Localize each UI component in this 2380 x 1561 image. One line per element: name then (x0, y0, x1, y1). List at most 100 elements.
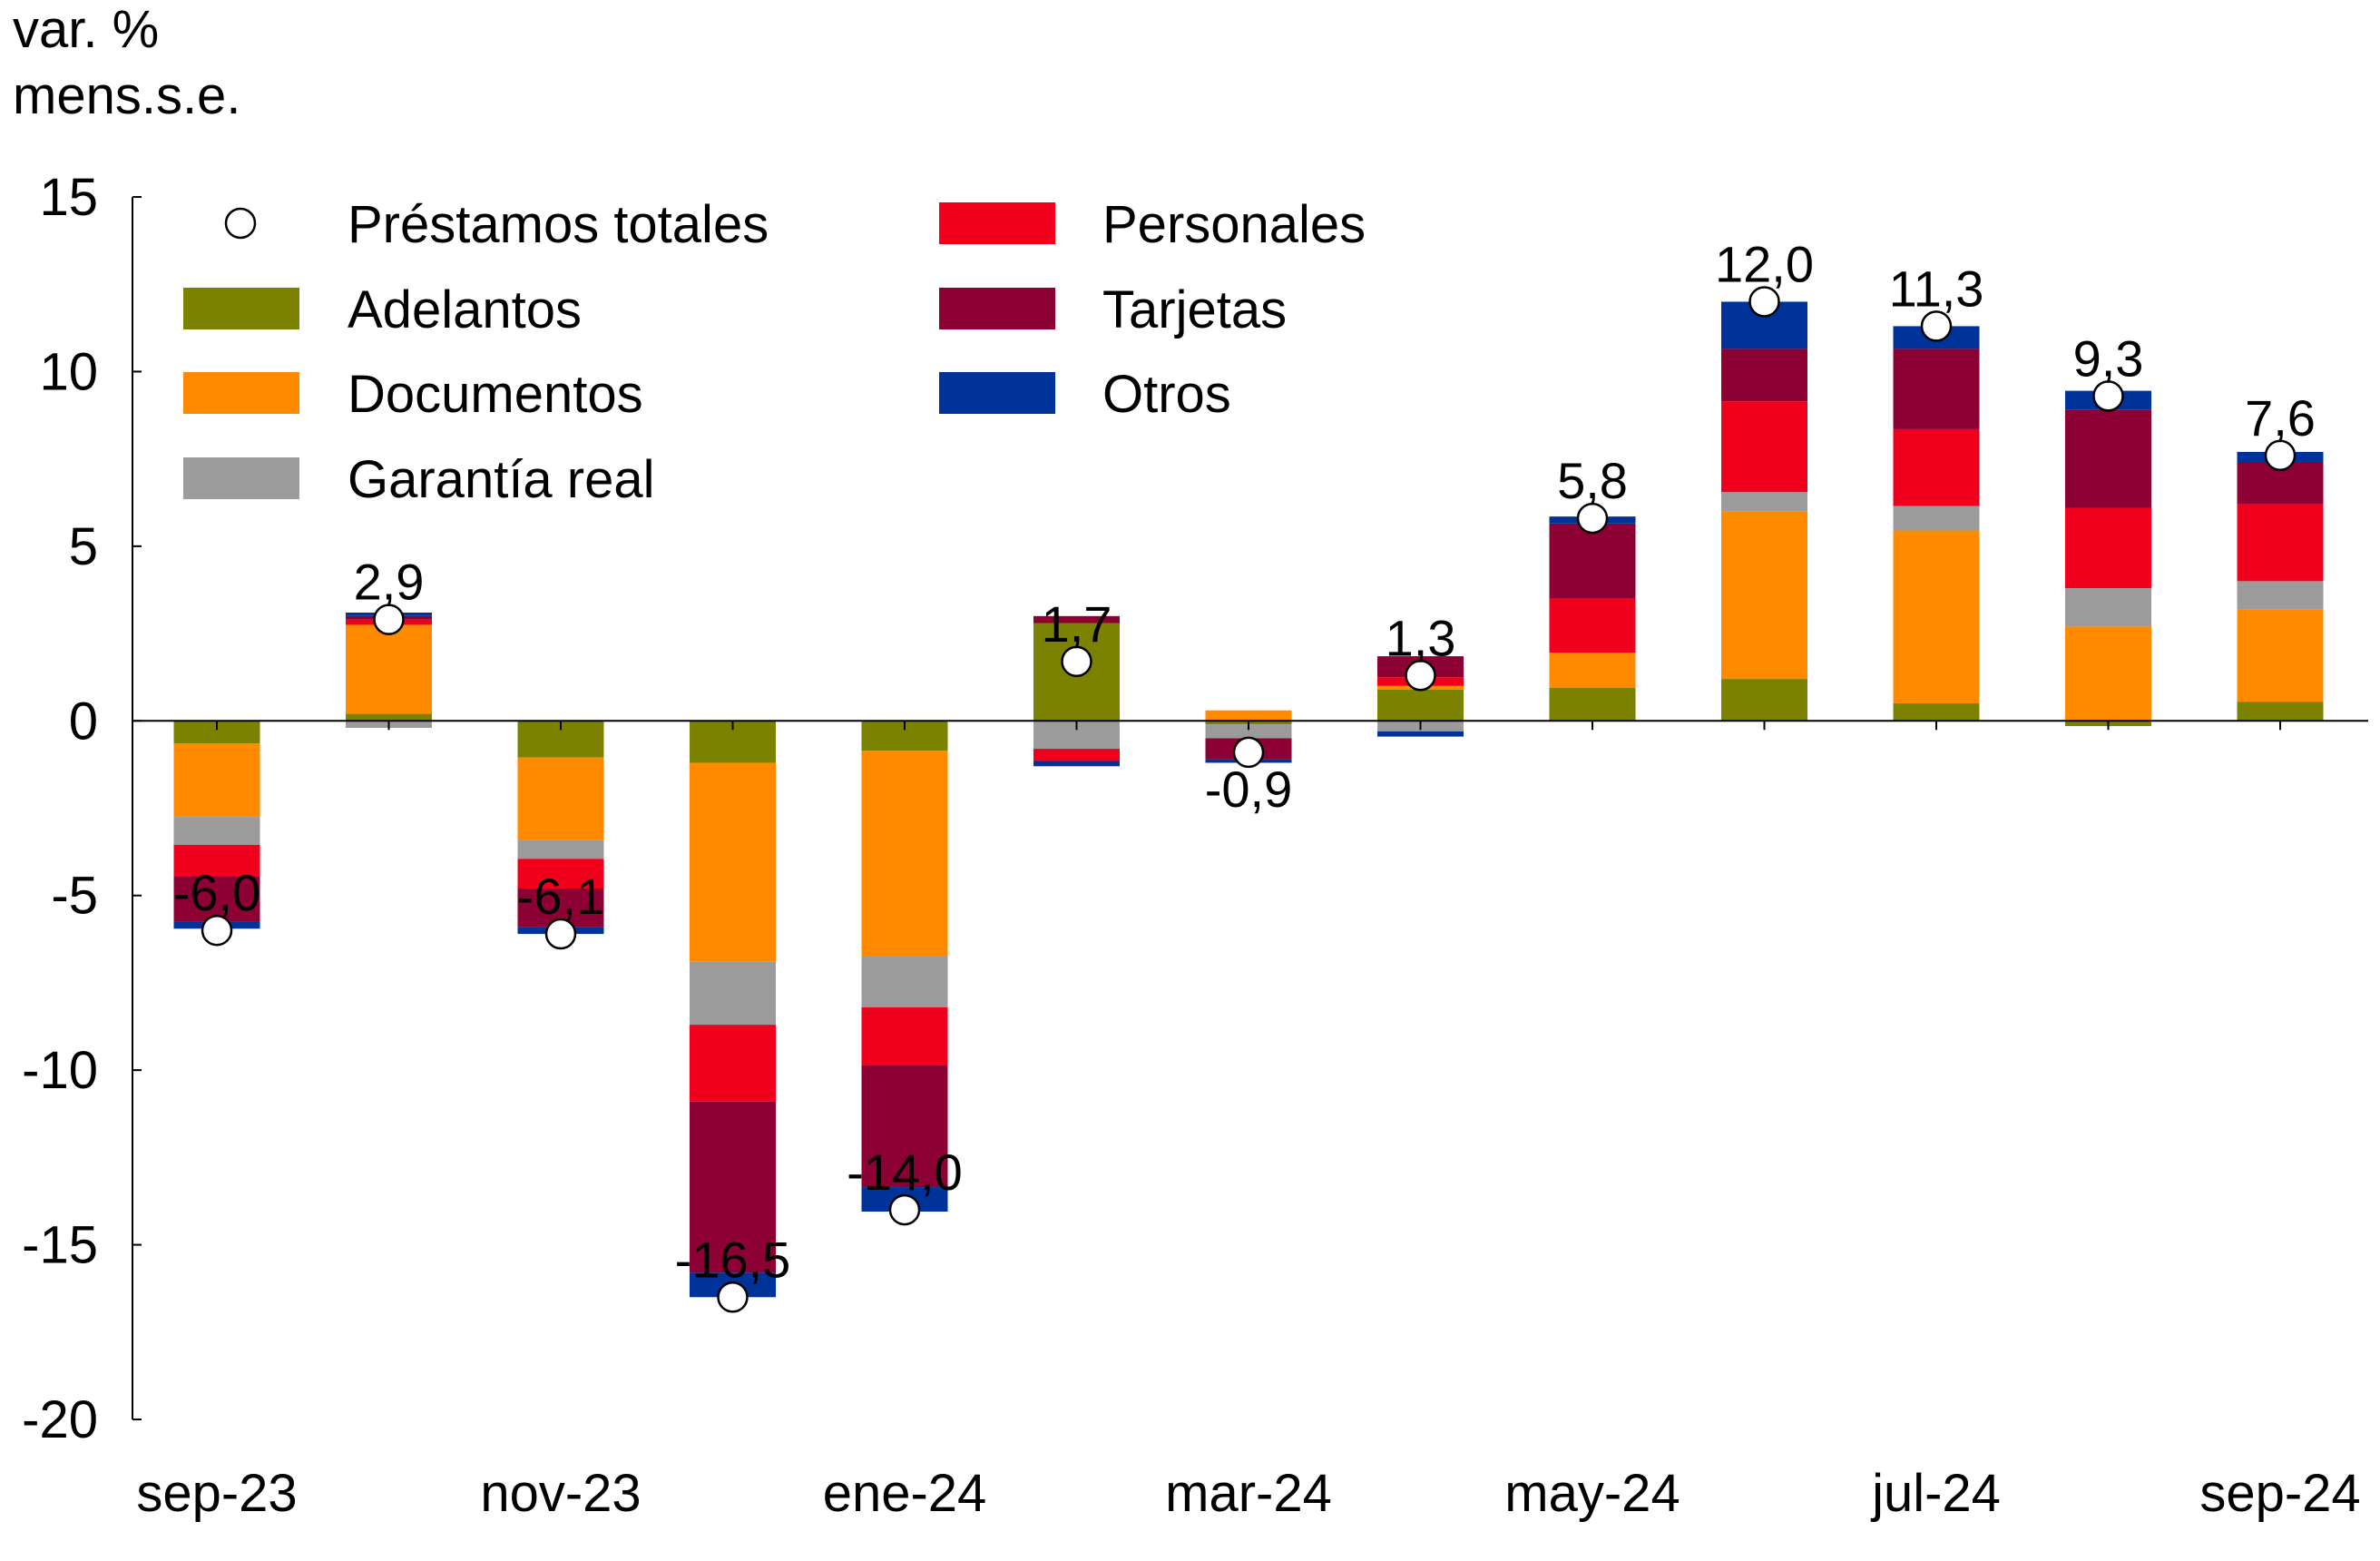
x-tick-label: sep-23 (136, 1464, 297, 1523)
y-tick-label: 5 (69, 517, 98, 576)
legend-item-garant-a-real: Garantía real (183, 450, 655, 509)
legend-label: Adelantos (348, 280, 582, 339)
legend-label: Documentos (348, 365, 643, 424)
bar-segment-personales-sep-23 (173, 844, 260, 877)
total-data-label: 2,9 (354, 554, 425, 611)
bar-segment-personales-ene-24 (861, 1006, 948, 1065)
total-data-label: 11,3 (1889, 260, 1984, 317)
total-data-label: -6,0 (173, 864, 261, 921)
y-axis-label-line1: var. % (13, 0, 159, 59)
y-axis-label-line2: mens.s.e. (13, 66, 240, 125)
total-data-label: -0,9 (1205, 761, 1293, 818)
total-data-label: 1,7 (1042, 595, 1112, 653)
bar-segment-garant-a-real-dic-23 (690, 961, 776, 1026)
bar-segment-documentos-sep-24 (2237, 609, 2324, 702)
x-tick-label: sep-24 (2199, 1464, 2360, 1523)
bar-segment-tarjetas-feb-24 (1033, 615, 1120, 623)
legend-item-personales: Personales (939, 195, 1366, 254)
legend-swatch (183, 288, 299, 329)
legend-label: Otros (1102, 365, 1231, 424)
total-marker (2092, 380, 2124, 412)
total-data-label: -6,1 (517, 868, 605, 925)
bar-segment-documentos-dic-23 (690, 762, 776, 962)
bar-segment-garant-a-real-nov-23 (517, 839, 604, 859)
total-data-label: 9,3 (2073, 329, 2144, 387)
bar-segment-personales-dic-23 (690, 1025, 776, 1102)
bar-segment-garant-a-real-sep-24 (2237, 581, 2324, 610)
x-tick-label: mar-24 (1165, 1464, 1332, 1523)
bar-segment-adelantos-jul-24 (1893, 703, 1980, 722)
bar-segment-personales-nov-23 (517, 859, 604, 889)
bar-segment-documentos-ago-24 (2065, 626, 2151, 722)
bar-segment-tarjetas-jun-24 (1721, 349, 1807, 402)
y-tick-label: 15 (39, 168, 98, 227)
bar-segment-personales-feb-24 (1033, 749, 1120, 761)
bar-segment-personales-may-24 (1549, 598, 1636, 653)
bar-segment-garant-a-real-jun-24 (1721, 492, 1807, 512)
bar-segment-adelantos-oct-23 (346, 713, 432, 722)
total-marker (1405, 660, 1436, 692)
x-tick-label: ene-24 (823, 1464, 987, 1523)
legend-item-documentos: Documentos (183, 365, 643, 424)
legend-label: Tarjetas (1102, 280, 1287, 339)
bar-segment-otros-feb-24 (1033, 761, 1120, 767)
bar-segment-tarjetas-jul-24 (1893, 349, 1980, 429)
bar-segment-documentos-oct-23 (346, 624, 432, 714)
total-marker (888, 1193, 921, 1226)
bar-segment-personales-jun-24 (1721, 401, 1807, 493)
bar-segment-personales-ago-24 (2065, 507, 2151, 589)
bar-segment-documentos-may-24 (1549, 653, 1636, 688)
bar-segment-documentos-jul-24 (1893, 530, 1980, 704)
legend-label: Personales (1102, 195, 1366, 254)
total-marker (1061, 645, 1092, 678)
bar-segment-otros-abr-24 (1377, 731, 1464, 737)
bar-segment-tarjetas-ene-24 (861, 1065, 948, 1188)
total-data-label: 12,0 (1715, 235, 1814, 292)
bar-segment-adelantos-jun-24 (1721, 679, 1807, 722)
bar-segment-adelantos-sep-24 (2237, 702, 2324, 722)
bar-segment-tarjetas-dic-23 (690, 1101, 776, 1273)
bar-segment-adelantos-abr-24 (1377, 689, 1464, 722)
bar-segment-garant-a-real-sep-23 (173, 817, 260, 845)
bar-segment-tarjetas-sep-23 (173, 876, 260, 922)
total-marker (1920, 310, 1953, 342)
legend-label: Préstamos totales (348, 195, 769, 254)
total-marker (2264, 439, 2297, 472)
bar-segment-adelantos-may-24 (1549, 687, 1636, 722)
legend-swatch (939, 372, 1055, 414)
bar-segment-personales-sep-24 (2237, 504, 2324, 582)
legend-item-adelantos: Adelantos (183, 280, 582, 339)
total-marker (1576, 502, 1609, 535)
total-data-label: -16,5 (675, 1231, 791, 1288)
bar-segment-personales-jul-24 (1893, 428, 1980, 506)
x-tick-label: jul-24 (1870, 1464, 2001, 1523)
bar-segment-documentos-ene-24 (861, 750, 948, 957)
total-marker (717, 1281, 749, 1313)
y-tick-label: -5 (51, 867, 98, 926)
bar-segment-tarjetas-ago-24 (2065, 409, 2151, 508)
bar-segment-garant-a-real-jul-24 (1893, 506, 1980, 531)
bar-segment-garant-a-real-ene-24 (861, 957, 948, 1007)
y-tick-label: -20 (22, 1390, 98, 1449)
bar-segment-documentos-sep-23 (173, 743, 260, 818)
total-marker (373, 604, 405, 635)
bar-segment-documentos-mar-24 (1205, 710, 1292, 722)
y-tick-label: -10 (22, 1041, 98, 1100)
total-data-label: 7,6 (2245, 389, 2316, 447)
legend-swatch (939, 288, 1055, 329)
bar-segment-documentos-nov-23 (517, 757, 604, 840)
y-tick-label: -15 (22, 1216, 98, 1275)
total-marker (1748, 286, 1780, 318)
total-marker (201, 914, 233, 947)
total-marker (1232, 736, 1265, 769)
legend-swatch (183, 457, 299, 499)
bar-segment-tarjetas-may-24 (1549, 523, 1636, 599)
total-data-label: 5,8 (1557, 452, 1628, 509)
legend-label: Garantía real (348, 450, 655, 509)
y-tick-label: 10 (39, 342, 98, 401)
legend-item-pr-stamos-totales: Préstamos totales (224, 195, 769, 254)
bar-segment-garant-a-real-mar-24 (1205, 724, 1292, 739)
legend-item-tarjetas: Tarjetas (939, 280, 1287, 339)
legend-swatch (939, 202, 1055, 244)
